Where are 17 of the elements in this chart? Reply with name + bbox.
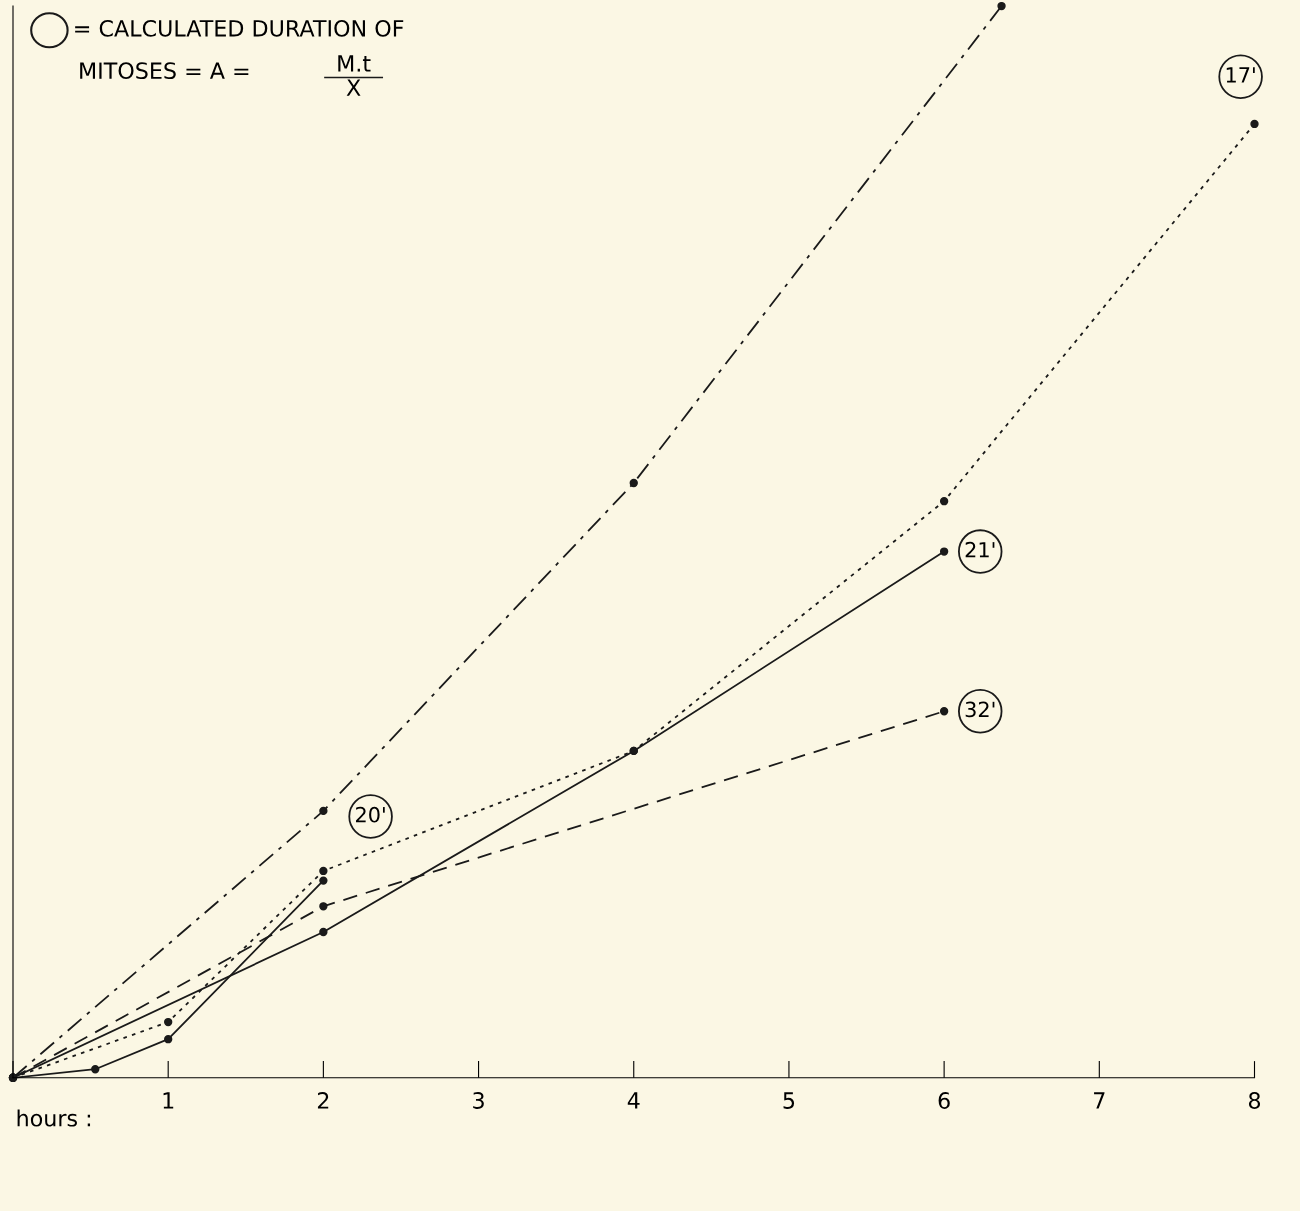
x-tick-label: 3 bbox=[473, 1092, 484, 1109]
x-tick-label: 4 bbox=[627, 1092, 640, 1109]
annotation: M.t bbox=[338, 55, 371, 72]
annotation: 17' bbox=[1226, 67, 1255, 83]
x-tick-label: 7 bbox=[1094, 1092, 1105, 1109]
annotation: 20' bbox=[356, 806, 385, 823]
annotation: X bbox=[346, 79, 361, 96]
annotation: = CALCULATED DURATION OF bbox=[75, 19, 404, 37]
annotation: 21' bbox=[965, 541, 995, 558]
x-tick-label: 5 bbox=[783, 1092, 795, 1109]
annotation: MITOSES = A = bbox=[80, 62, 249, 80]
x-tick-label: 2 bbox=[317, 1092, 329, 1109]
x-tick-label: 8 bbox=[1248, 1092, 1261, 1109]
x-axis-title: hours : bbox=[17, 1109, 91, 1127]
annotation: 32' bbox=[965, 701, 995, 718]
x-tick-label: 6 bbox=[938, 1092, 950, 1109]
x-tick-label: 1 bbox=[163, 1092, 174, 1109]
